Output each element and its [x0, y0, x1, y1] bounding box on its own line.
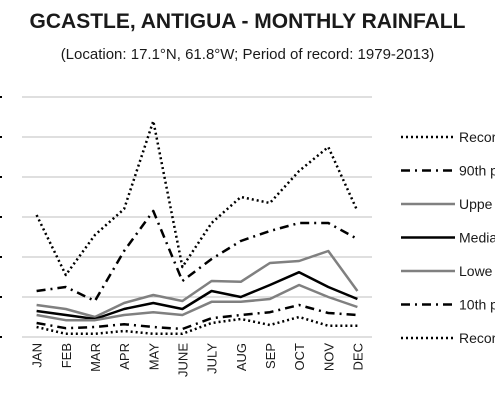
x-tick-label: AUG [234, 343, 249, 371]
chart-title: GCASTLE, ANTIGUA - MONTHLY RAINFALL [29, 10, 466, 33]
x-tick-label: SEP [263, 343, 278, 369]
x-tick-label: JAN [30, 343, 45, 368]
gridlines [22, 96, 372, 298]
series-line-3 [36, 270, 358, 321]
x-tick-label: JULY [205, 343, 220, 374]
x-axis [0, 96, 372, 338]
x-tick-label: APR [117, 343, 132, 370]
legend-label-1: 90th p [459, 163, 495, 179]
legend-label-6: Recor [459, 330, 495, 346]
series-line-2 [36, 249, 359, 319]
x-tick-label: MAY [146, 343, 161, 371]
x-tick-label: DEC [350, 343, 365, 370]
legend-label-2: Uppe [459, 196, 493, 212]
series-line-5 [36, 303, 358, 331]
legend: Recor 90th p Uppe Media Lowe 10th p Recor [401, 129, 495, 346]
chart-subtitle: (Location: 17.1°N, 61.8°W; Period of rec… [60, 46, 435, 63]
legend-label-3: Media [459, 230, 495, 246]
legend-label-5: 10th p [459, 297, 495, 313]
series-lines [35, 119, 359, 336]
x-tick-labels: JAN FEB MAR APR MAY JUNE JULY AUG SEP OCT NOV DEC [30, 343, 366, 377]
series-line-4 [36, 283, 358, 322]
series-line-0 [35, 119, 359, 277]
x-tick-label: FEB [59, 343, 74, 368]
legend-label-4: Lowe [459, 263, 493, 279]
x-tick-label: JUNE [175, 343, 190, 377]
x-tick-label: MAR [88, 343, 103, 372]
x-tick-label: NOV [321, 343, 336, 372]
series-line-1 [36, 209, 359, 303]
legend-label-0: Recor [459, 129, 495, 145]
x-tick-label: OCT [292, 343, 307, 371]
